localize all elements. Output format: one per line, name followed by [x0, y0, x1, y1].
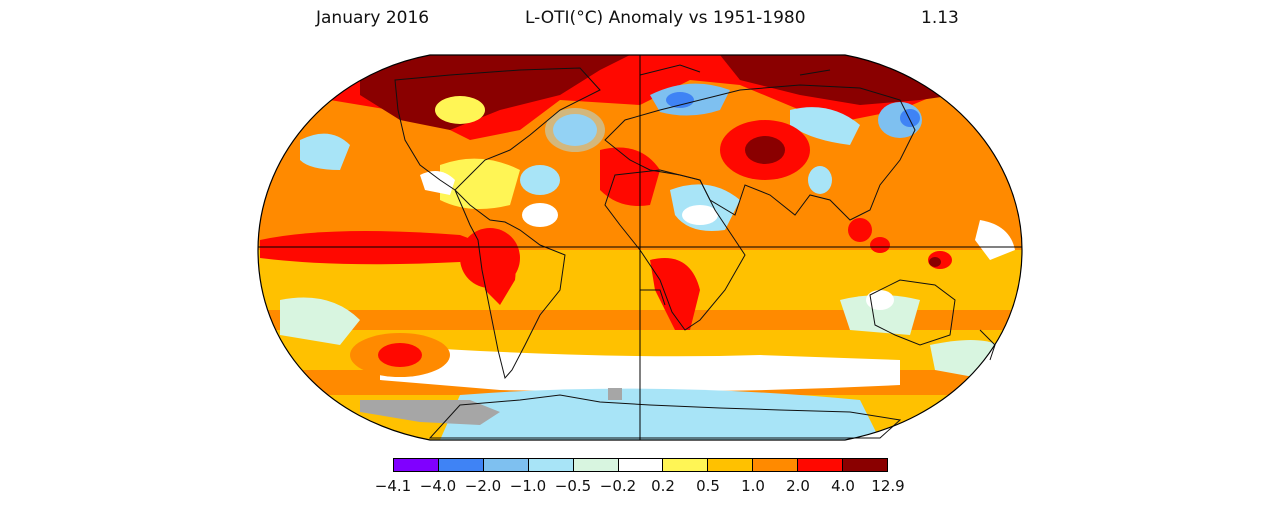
legend-tick-label: −4.0 [419, 477, 457, 495]
legend-swatch [663, 459, 709, 471]
map-date: January 2016 [316, 8, 430, 28]
legend-swatch [394, 459, 439, 471]
legend-tick-label: 12.9 [871, 477, 905, 495]
anomaly-map [257, 54, 1023, 441]
legend-swatch [483, 459, 529, 471]
legend-swatch [843, 459, 887, 471]
legend-tick-label: 4.0 [831, 477, 855, 495]
legend-swatch [618, 459, 664, 471]
legend-tick-label: −0.2 [599, 477, 637, 495]
map-title: L-OTI(°C) Anomaly vs 1951-1980 [525, 8, 806, 28]
legend-tick-label: −2.0 [464, 477, 502, 495]
legend-swatch [573, 459, 619, 471]
globe-outline [257, 54, 1023, 441]
legend-tick-label: −1.0 [509, 477, 547, 495]
legend-tick-label: −4.1 [374, 477, 412, 495]
legend-swatch [438, 459, 484, 471]
legend-tick-label: 0.5 [696, 477, 720, 495]
global-mean-value: 1.13 [921, 8, 959, 28]
legend-swatch [528, 459, 574, 471]
legend-swatch [753, 459, 799, 471]
legend-swatch [798, 459, 844, 471]
legend-tick-labels: −4.1 −4.0 −2.0 −1.0 −0.5 −0.2 0.2 0.5 1.0 2.0 4.0 1… [371, 477, 911, 497]
legend-tick-label: −0.5 [554, 477, 592, 495]
legend-tick-label: 0.2 [651, 477, 675, 495]
coastlines [394, 64, 996, 439]
legend-tick-label: 1.0 [741, 477, 765, 495]
color-legend [393, 458, 888, 472]
legend-swatch [708, 459, 754, 471]
legend-tick-label: 2.0 [786, 477, 810, 495]
